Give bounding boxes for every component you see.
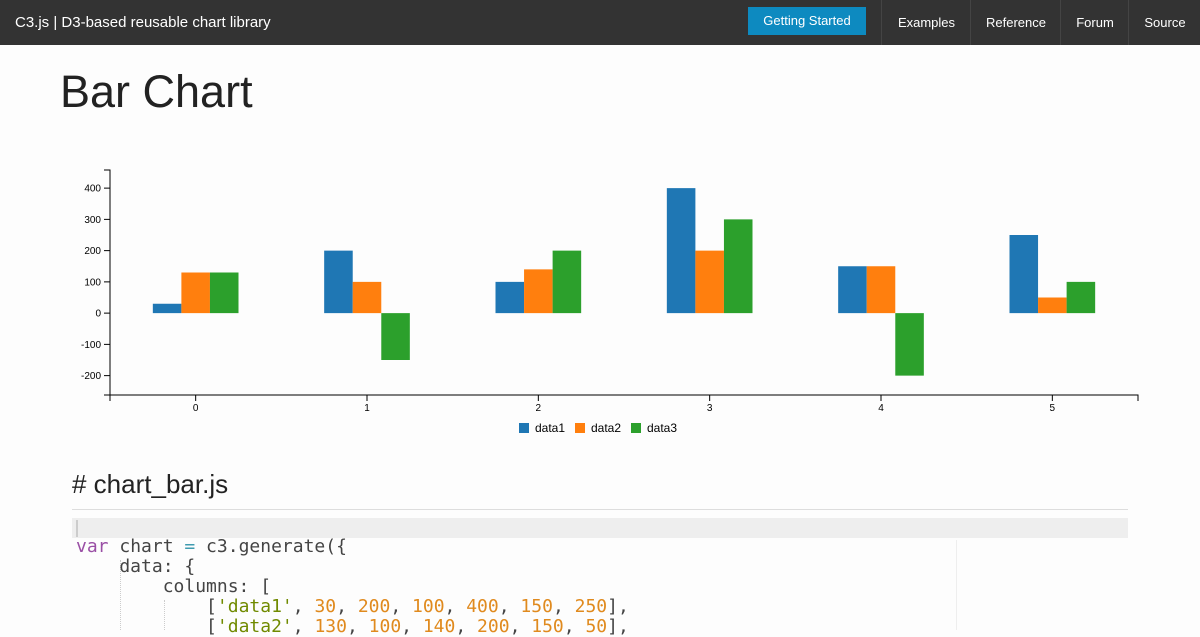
- page-title: Bar Chart: [60, 66, 253, 117]
- y-tick-label: -100: [81, 340, 101, 351]
- bar: [866, 266, 896, 314]
- y-tick-label: 400: [84, 184, 101, 195]
- legend-label: data2: [591, 421, 621, 435]
- x-tick-label: 3: [707, 403, 713, 414]
- navbar: C3.js | D3-based reusable chart library …: [0, 0, 1200, 45]
- code-line: columns: [: [76, 576, 272, 597]
- bar: [838, 266, 867, 314]
- x-tick-label: 4: [878, 403, 884, 414]
- legend-swatch: [575, 423, 585, 433]
- code-line: var chart = c3.generate({: [76, 536, 347, 557]
- x-tick-label: 0: [193, 403, 199, 414]
- nav-link[interactable]: Examples: [881, 0, 971, 45]
- x-tick-label: 2: [536, 403, 542, 414]
- y-tick-label: -200: [81, 371, 101, 382]
- section-heading: # chart_bar.js: [72, 469, 229, 499]
- code-line: data: {: [76, 556, 196, 577]
- bar: [352, 281, 382, 314]
- bar: [381, 313, 410, 360]
- code-block: var chart = c3.generate({ data: { column…: [76, 537, 629, 637]
- nav-link[interactable]: Source: [1128, 0, 1200, 45]
- code-toolbar: [72, 518, 1128, 538]
- y-tick-label: 200: [84, 246, 101, 257]
- code-line: ['data1', 30, 200, 100, 400, 150, 250],: [76, 596, 629, 617]
- y-tick-label: 300: [84, 215, 101, 226]
- legend-swatch: [519, 423, 529, 433]
- cursor: [76, 520, 78, 537]
- bar: [895, 313, 924, 376]
- bar: [152, 303, 182, 314]
- legend-label: data3: [647, 421, 677, 435]
- bar: [1066, 281, 1096, 314]
- x-tick-label: 5: [1050, 403, 1056, 414]
- brand[interactable]: C3.js | D3-based reusable chart library: [15, 14, 271, 31]
- divider: [72, 509, 1128, 510]
- bar: [666, 188, 696, 314]
- bar: [324, 250, 353, 314]
- bar: [1009, 235, 1039, 314]
- chart: -200 -100 0 100 200 300 400 0 1 2 3 4 5 data1 data2 dat…: [81, 169, 1139, 435]
- bar: [695, 250, 724, 314]
- bar: [181, 272, 210, 314]
- nav-link[interactable]: Forum: [1060, 0, 1129, 45]
- indent-guide: [120, 560, 121, 630]
- bar: [495, 281, 525, 314]
- code-margin: [956, 540, 957, 630]
- legend-label: data1: [535, 421, 565, 435]
- legend-swatch: [631, 423, 641, 433]
- bar: [552, 250, 582, 314]
- code-line: ['data2', 130, 100, 140, 200, 150, 50],: [76, 616, 629, 637]
- y-tick-label: 100: [84, 277, 101, 288]
- getting-started-button[interactable]: Getting Started: [748, 7, 866, 35]
- x-axis: [109, 394, 1139, 401]
- bar: [524, 269, 553, 314]
- bar: [723, 219, 753, 314]
- x-tick-label: 1: [364, 403, 370, 414]
- nav-link[interactable]: Reference: [970, 0, 1061, 45]
- bar: [209, 272, 239, 314]
- bar: [1038, 297, 1067, 314]
- indent-guide: [164, 600, 165, 630]
- y-tick-label: 0: [95, 309, 101, 320]
- y-axis: [104, 169, 111, 396]
